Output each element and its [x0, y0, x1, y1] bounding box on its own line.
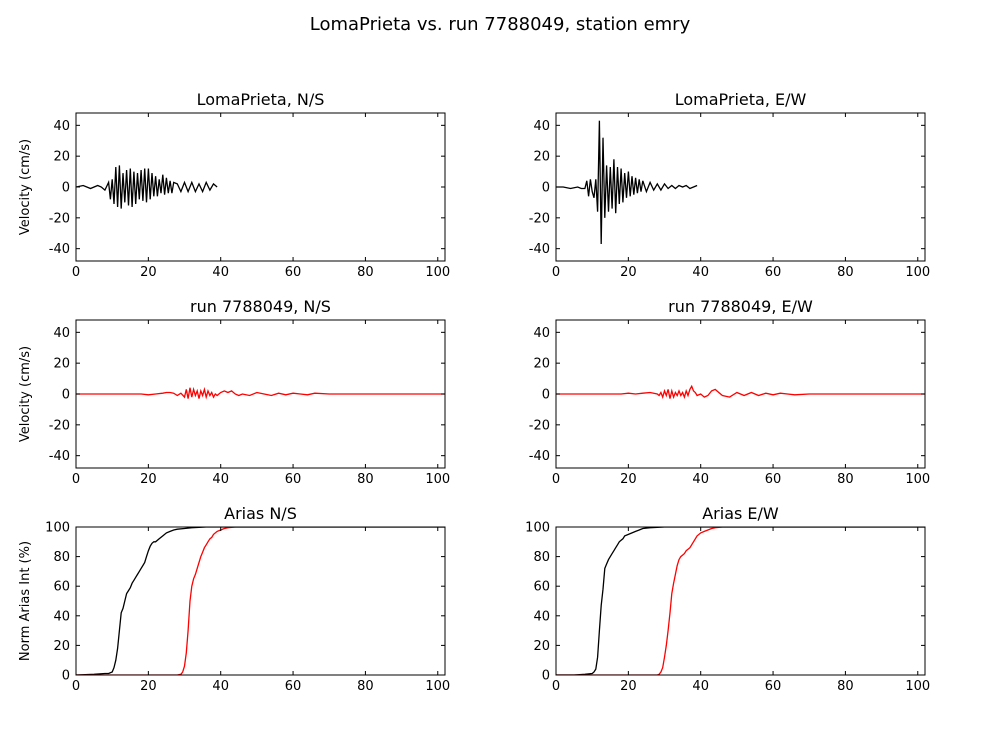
- x-tick-label: 80: [837, 472, 854, 487]
- x-tick-label: 80: [837, 265, 854, 280]
- axes-frame: [555, 526, 926, 676]
- subplot-title: run 7788049, E/W: [668, 297, 813, 316]
- series-line-run: [76, 527, 445, 675]
- x-tick-label: 100: [425, 265, 450, 280]
- x-tick-label: 40: [692, 679, 709, 694]
- y-tick-label: 40: [533, 326, 550, 341]
- y-tick-label: 0: [542, 388, 550, 403]
- x-tick-label: 40: [212, 472, 229, 487]
- y-tick-label: 40: [53, 119, 70, 134]
- x-tick-label: 20: [620, 679, 637, 694]
- y-axis-label: Velocity (cm/s): [18, 346, 33, 442]
- y-tick-label: 80: [53, 550, 70, 565]
- x-tick-label: 40: [692, 265, 709, 280]
- y-tick-label: 100: [525, 521, 550, 536]
- subplot-6: Arias E/W 0 20 40 60 80 100 0 20 40 60 80 100: [525, 504, 930, 694]
- x-tick-label: 20: [140, 679, 157, 694]
- subplot-5: Arias N/S 0 20 40 60 80 100 0 20 40 60 80 100 Norm Ar…: [18, 504, 450, 694]
- x-tick-label: 40: [692, 472, 709, 487]
- subplot-3: run 7788049, N/S 0 20 40 60 80 100 -40 -20 0 20 40 V…: [18, 297, 450, 487]
- figure-title: LomaPrieta vs. run 7788049, station emry: [310, 14, 691, 35]
- series-line-record: [556, 120, 698, 245]
- x-tick-label: 60: [765, 265, 782, 280]
- x-tick-label: 40: [212, 679, 229, 694]
- y-tick-label: 20: [533, 357, 550, 372]
- x-tick-label: 60: [765, 679, 782, 694]
- x-tick-label: 100: [905, 265, 930, 280]
- y-tick-label: -40: [49, 242, 70, 257]
- series-line-run: [556, 527, 925, 675]
- x-tick-label: 20: [620, 472, 637, 487]
- y-tick-label: 0: [62, 388, 70, 403]
- series-line-record: [556, 527, 925, 675]
- y-tick-label: -20: [49, 418, 70, 433]
- axes-frame: [75, 526, 446, 676]
- y-tick-label: -20: [49, 211, 70, 226]
- x-tick-label: 100: [905, 679, 930, 694]
- y-axis-label: Velocity (cm/s): [18, 139, 33, 235]
- x-tick-label: 40: [212, 265, 229, 280]
- x-tick-label: 60: [765, 472, 782, 487]
- x-tick-label: 100: [425, 472, 450, 487]
- y-tick-label: 100: [45, 521, 70, 536]
- series-line-record: [76, 527, 445, 675]
- y-tick-label: -40: [529, 449, 550, 464]
- y-tick-label: 0: [62, 669, 70, 684]
- y-tick-label: -40: [49, 449, 70, 464]
- subplot-title: LomaPrieta, N/S: [197, 90, 325, 109]
- subplot-title: LomaPrieta, E/W: [675, 90, 807, 109]
- y-tick-label: 0: [542, 669, 550, 684]
- subplot-2: LomaPrieta, E/W 0 20 40 60 80 100 -40 -20 0 20 40: [529, 90, 930, 280]
- series-line-run: [556, 384, 925, 400]
- x-tick-label: 60: [285, 679, 302, 694]
- x-tick-label: 0: [72, 679, 80, 694]
- y-tick-label: 20: [533, 639, 550, 654]
- subplot-title: Arias E/W: [702, 504, 779, 523]
- y-axis-label: Norm Arias Int (%): [18, 541, 33, 661]
- x-tick-label: 0: [72, 472, 80, 487]
- y-tick-label: -20: [529, 418, 550, 433]
- x-tick-label: 80: [357, 472, 374, 487]
- y-tick-label: 0: [62, 181, 70, 196]
- x-tick-label: 20: [140, 472, 157, 487]
- x-tick-label: 80: [837, 679, 854, 694]
- y-tick-label: 20: [533, 150, 550, 165]
- y-tick-label: -20: [529, 211, 550, 226]
- x-tick-label: 0: [552, 472, 560, 487]
- y-tick-label: 40: [53, 609, 70, 624]
- x-tick-label: 100: [425, 679, 450, 694]
- y-tick-label: 20: [53, 357, 70, 372]
- x-tick-label: 60: [285, 472, 302, 487]
- subplot-title: Arias N/S: [224, 504, 297, 523]
- subplot-4: run 7788049, E/W 0 20 40 60 80 100 -40 -20 0 20 40: [529, 297, 930, 487]
- subplot-title: run 7788049, N/S: [190, 297, 331, 316]
- x-tick-label: 0: [552, 679, 560, 694]
- x-tick-label: 60: [285, 265, 302, 280]
- series-line-run: [76, 386, 445, 400]
- y-tick-label: 80: [533, 550, 550, 565]
- y-tick-label: 40: [533, 609, 550, 624]
- y-tick-label: 20: [53, 639, 70, 654]
- x-tick-label: 0: [72, 265, 80, 280]
- x-tick-label: 0: [552, 265, 560, 280]
- y-tick-label: 40: [533, 119, 550, 134]
- y-tick-label: 60: [53, 580, 70, 595]
- x-tick-label: 20: [140, 265, 157, 280]
- y-tick-label: 60: [533, 580, 550, 595]
- subplot-1: LomaPrieta, N/S 0 20 40 60 80 100 -40 -20 0 20 40 Ve…: [18, 90, 450, 280]
- x-tick-label: 80: [357, 265, 374, 280]
- subplot-grid: LomaPrieta, N/S 0 20 40 60 80 100 -40 -20 0 20 40 Ve…: [18, 90, 930, 694]
- x-tick-label: 100: [905, 472, 930, 487]
- y-tick-label: 0: [542, 181, 550, 196]
- series-line-record: [76, 165, 218, 209]
- y-tick-label: 20: [53, 150, 70, 165]
- x-tick-label: 80: [357, 679, 374, 694]
- x-tick-label: 20: [620, 265, 637, 280]
- y-tick-label: 40: [53, 326, 70, 341]
- y-tick-label: -40: [529, 242, 550, 257]
